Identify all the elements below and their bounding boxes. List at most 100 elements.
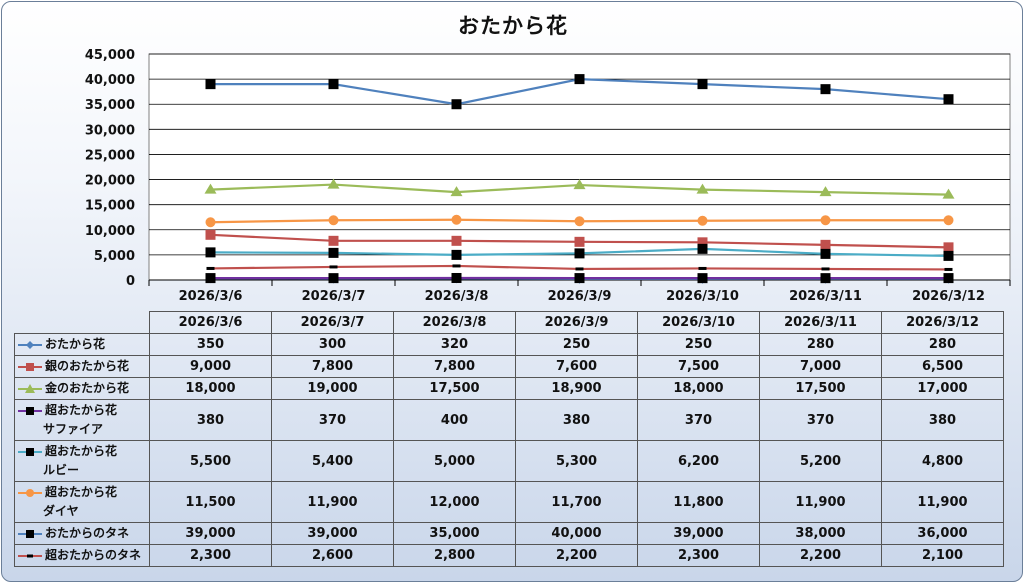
data-label: 2,800 (393, 544, 516, 567)
data-label: 17,500 (759, 377, 882, 400)
data-point (820, 215, 831, 226)
data-label: 320 (393, 333, 516, 356)
data-point (451, 235, 462, 246)
data-point (452, 264, 461, 268)
data-label: 2,200 (515, 544, 638, 567)
series-label-cell: 超おたからのタネ (14, 544, 150, 567)
series-label-cell: 超おたから花 ダイヤ (14, 481, 150, 523)
series-label-cell: おたからのタネ (14, 522, 150, 545)
x-tick-label: 2026/3/10 (666, 289, 739, 304)
data-point (942, 188, 955, 199)
data-point (328, 79, 339, 90)
data-point (328, 215, 339, 226)
data-label: 11,800 (637, 481, 760, 523)
data-label: 2,600 (271, 544, 394, 567)
chart-title: おたから花 (458, 14, 568, 38)
data-point (943, 215, 954, 226)
series-label-cell: 銀のおたから花 (14, 355, 150, 378)
data-label: 2,200 (759, 544, 882, 567)
table-row: おたからのタネ 39,000 39,000 35,000 40,000 39,000 38,… (14, 522, 1004, 545)
series-label-cell: おたから花 (14, 333, 150, 356)
y-tick-label: 10,000 (85, 224, 135, 239)
data-label: 11,900 (881, 481, 1004, 523)
data-label: 11,900 (759, 481, 882, 523)
data-point (327, 178, 340, 189)
series-label-cell: 超おたから花 サファイア (14, 399, 150, 441)
data-label: 350 (149, 333, 272, 356)
data-point (943, 94, 954, 105)
data-label: 5,000 (393, 440, 516, 482)
data-point (204, 183, 217, 194)
y-tick-label: 45,000 (85, 48, 135, 63)
series-name: 銀のおたから花 (45, 359, 130, 373)
legend-key (18, 406, 42, 415)
data-point (943, 250, 954, 261)
table-header-cell: 2026/3/12 (881, 311, 1004, 334)
data-point (451, 272, 462, 283)
y-tick-label: 5,000 (94, 249, 135, 264)
data-label: 300 (271, 333, 394, 356)
x-tick-label: 2026/3/11 (789, 289, 862, 304)
data-label: 280 (759, 333, 882, 356)
series-label-cell: 超おたから花 ルビー (14, 440, 150, 482)
data-label: 370 (271, 399, 394, 441)
data-label: 250 (637, 333, 760, 356)
data-point (205, 229, 216, 240)
y-tick-label: 20,000 (85, 174, 135, 189)
data-point (696, 183, 709, 194)
data-point (451, 99, 462, 110)
data-point (820, 84, 831, 95)
data-point (698, 266, 707, 270)
data-point (697, 79, 708, 90)
legend-key (18, 340, 42, 349)
data-point (574, 236, 585, 247)
data-point (205, 79, 216, 90)
data-label: 2,100 (881, 544, 1004, 567)
series-name: 金のおたから花 (45, 381, 130, 395)
data-point (943, 273, 954, 284)
data-point (205, 273, 216, 284)
data-point (821, 267, 830, 271)
data-label: 18,000 (149, 377, 272, 400)
data-label: 11,500 (149, 481, 272, 523)
data-label: 17,500 (393, 377, 516, 400)
series-name: 超おたから花 (45, 403, 118, 417)
data-label: 5,200 (759, 440, 882, 482)
data-label: 5,400 (271, 440, 394, 482)
data-point (697, 215, 708, 226)
data-label: 380 (149, 399, 272, 441)
data-point (697, 273, 708, 284)
legend-key (18, 447, 42, 456)
series-label-cell: 金のおたから花 (14, 377, 150, 400)
series-name: ルビー (43, 463, 80, 477)
data-label: 6,200 (637, 440, 760, 482)
data-point (574, 248, 585, 259)
data-point (205, 247, 216, 258)
table-row: 金のおたから花 18,000 19,000 17,500 18,900 18,000 17,… (14, 377, 1004, 400)
table-header-cell: 2026/3/11 (759, 311, 882, 334)
data-point (451, 214, 462, 225)
series-name: おたから花 (45, 337, 106, 351)
data-label: 19,000 (271, 377, 394, 400)
series-name: 超おたから花 (45, 485, 118, 499)
table-header-cell: 2026/3/9 (515, 311, 638, 334)
data-point (943, 242, 954, 253)
y-tick-label: 30,000 (85, 123, 135, 138)
data-label: 11,700 (515, 481, 638, 523)
data-point (329, 265, 338, 269)
table-header-cell: 2026/3/6 (149, 311, 272, 334)
data-label: 4,800 (881, 440, 1004, 482)
y-tick-label: 25,000 (85, 148, 135, 163)
y-tick-label: 15,000 (85, 199, 135, 214)
series-name: 超おたからのタネ (45, 548, 142, 562)
data-point (820, 273, 831, 284)
data-label: 40,000 (515, 522, 638, 545)
table-row: 超おたから花 サファイア 380 370 400 380 370 370 380 (14, 399, 1004, 441)
data-label: 5,300 (515, 440, 638, 482)
data-label: 11,900 (271, 481, 394, 523)
data-label: 35,000 (393, 522, 516, 545)
table-row: 超おたから花 ダイヤ 11,500 11,900 12,000 11,700 11,800 1… (14, 481, 1004, 523)
data-label: 380 (515, 399, 638, 441)
y-tick-label: 35,000 (85, 98, 135, 113)
